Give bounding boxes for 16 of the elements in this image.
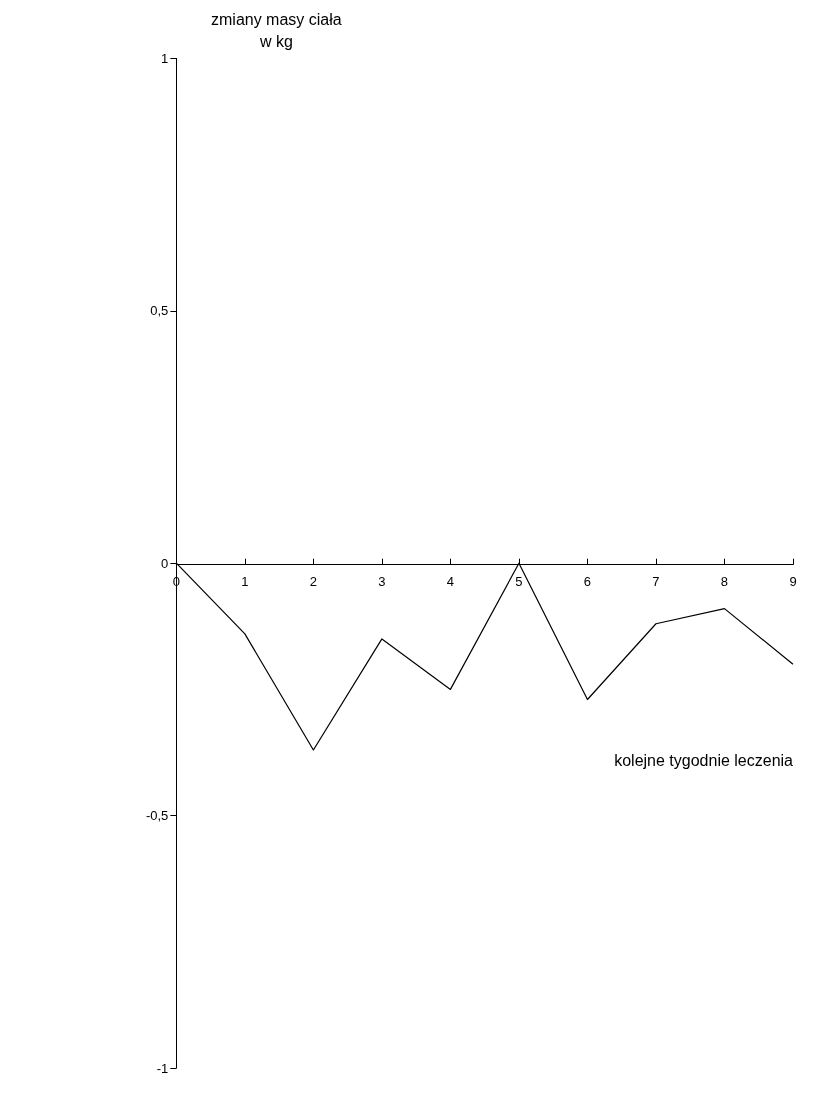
x-tick-label: 1: [241, 573, 249, 589]
x-tick-label: 8: [720, 573, 729, 589]
y-tick-label: 1: [161, 50, 169, 66]
y-tick-label: 0: [161, 555, 169, 571]
x-tick-label: 4: [446, 573, 455, 589]
x-tick-label: 5: [515, 573, 523, 589]
x-tick-label: 9: [789, 573, 797, 589]
x-axis-title: kolejne tygodnie leczenia: [614, 752, 794, 770]
y-tick-label: -0,5: [145, 808, 169, 824]
y-axis-title: zmiany masy ciała w kg: [211, 10, 342, 50]
x-tick-label: 6: [583, 573, 592, 589]
x-tick-label: 3: [378, 573, 386, 589]
y-tick-label: 0,5: [150, 303, 169, 319]
x-tick-label: 7: [652, 573, 660, 589]
y-tick-label: -1: [156, 1060, 169, 1076]
x-tick-label: 2: [309, 573, 317, 589]
